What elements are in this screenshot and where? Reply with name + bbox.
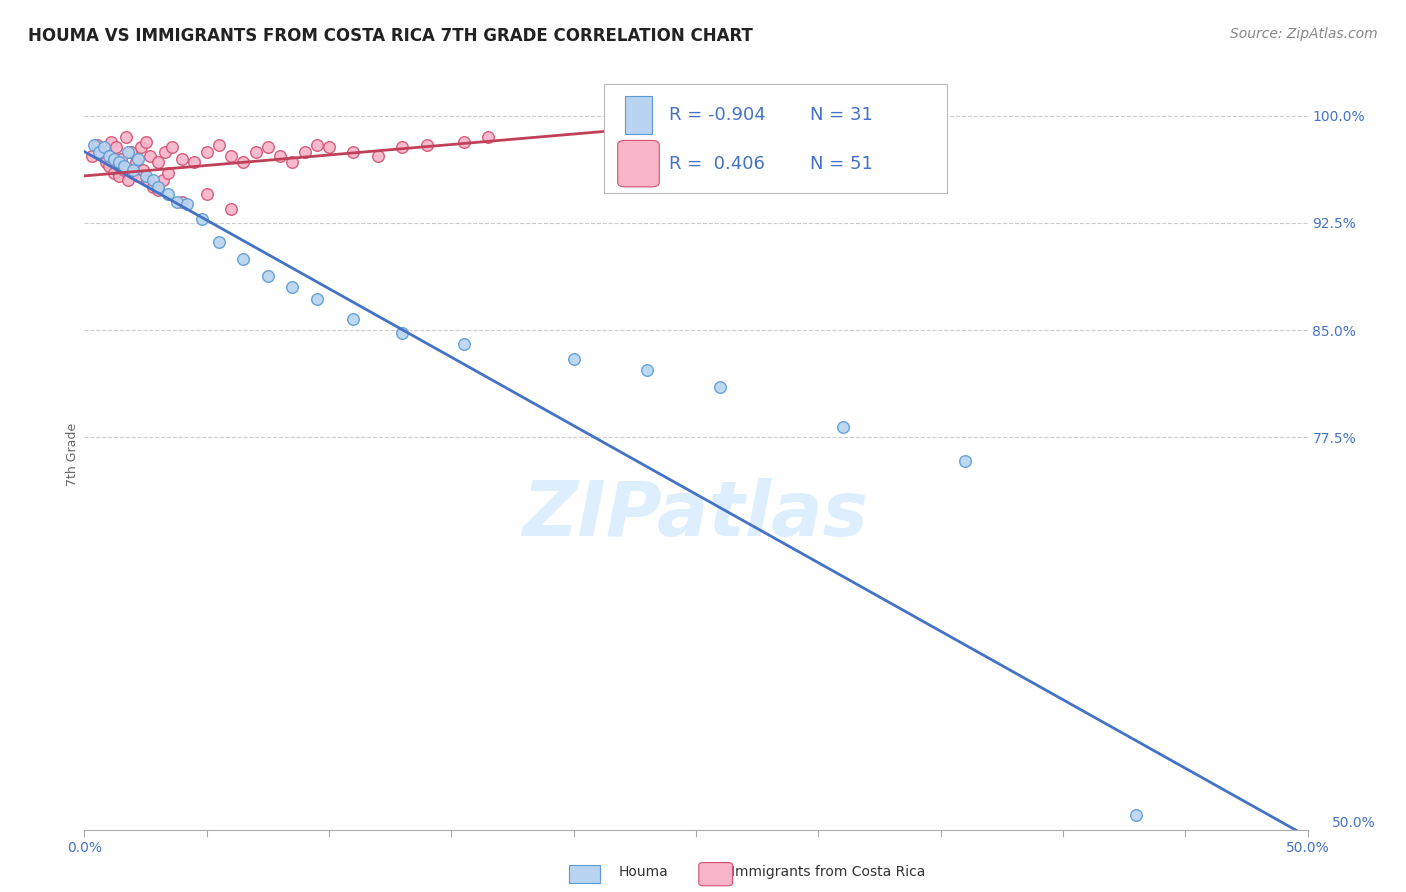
Point xyxy=(122,166,145,180)
Point xyxy=(318,140,340,154)
Point xyxy=(93,140,115,154)
Point xyxy=(305,292,328,306)
Text: R = -0.904: R = -0.904 xyxy=(669,106,766,124)
Point xyxy=(136,173,159,187)
Point xyxy=(166,194,188,209)
Point xyxy=(97,159,120,173)
Point xyxy=(342,145,364,159)
Point xyxy=(152,173,174,187)
Text: Immigrants from Costa Rica: Immigrants from Costa Rica xyxy=(731,865,925,880)
Point xyxy=(281,280,304,294)
FancyBboxPatch shape xyxy=(626,96,652,134)
Point xyxy=(172,194,194,209)
Point xyxy=(195,187,218,202)
Point xyxy=(953,454,976,468)
Point xyxy=(232,252,254,266)
Point xyxy=(127,169,149,183)
Point xyxy=(183,154,205,169)
Point xyxy=(135,169,157,183)
Point xyxy=(142,173,165,187)
Point xyxy=(281,154,304,169)
Text: ZIPatlas: ZIPatlas xyxy=(523,478,869,552)
Point xyxy=(142,180,165,194)
Point xyxy=(146,180,169,194)
Point xyxy=(294,145,316,159)
Point xyxy=(146,154,169,169)
Point xyxy=(96,154,118,169)
Point xyxy=(103,166,125,180)
Point xyxy=(257,140,280,154)
Point xyxy=(219,202,242,216)
Point xyxy=(105,140,128,154)
Point xyxy=(122,163,145,178)
Point xyxy=(208,137,231,152)
Point xyxy=(97,149,120,163)
Point xyxy=(172,152,194,166)
Point xyxy=(208,235,231,249)
Point xyxy=(232,154,254,169)
Point xyxy=(191,211,214,226)
Point xyxy=(257,268,280,283)
Point xyxy=(112,159,135,173)
Text: HOUMA VS IMMIGRANTS FROM COSTA RICA 7TH GRADE CORRELATION CHART: HOUMA VS IMMIGRANTS FROM COSTA RICA 7TH … xyxy=(28,27,754,45)
Text: N = 31: N = 31 xyxy=(810,106,873,124)
Point xyxy=(453,135,475,149)
Point xyxy=(831,420,853,434)
Point xyxy=(107,169,129,183)
Point xyxy=(562,351,585,366)
Text: Houma: Houma xyxy=(619,865,668,880)
Point xyxy=(305,137,328,152)
Point xyxy=(132,163,155,178)
Point xyxy=(453,337,475,351)
Point xyxy=(86,137,108,152)
Point xyxy=(112,163,135,178)
Point xyxy=(162,140,184,154)
Point xyxy=(87,145,110,159)
Point xyxy=(120,145,142,159)
Point xyxy=(153,145,176,159)
Point xyxy=(139,149,162,163)
Point xyxy=(367,149,389,163)
Text: 50.0%: 50.0% xyxy=(1331,815,1376,830)
Text: Source: ZipAtlas.com: Source: ZipAtlas.com xyxy=(1230,27,1378,41)
Point xyxy=(146,183,169,197)
Text: R =  0.406: R = 0.406 xyxy=(669,154,765,173)
Text: N = 51: N = 51 xyxy=(810,154,873,173)
FancyBboxPatch shape xyxy=(605,84,946,193)
FancyBboxPatch shape xyxy=(617,140,659,186)
Point xyxy=(477,130,499,145)
Point xyxy=(219,149,242,163)
Point xyxy=(195,145,218,159)
Point xyxy=(127,152,149,166)
Point xyxy=(342,311,364,326)
Point xyxy=(100,135,122,149)
Point xyxy=(110,152,132,166)
Point xyxy=(117,173,139,187)
Point xyxy=(156,166,179,180)
Point xyxy=(391,140,413,154)
Point xyxy=(135,135,157,149)
Point xyxy=(80,149,103,163)
Point xyxy=(1125,808,1147,822)
Point xyxy=(269,149,291,163)
Point xyxy=(156,187,179,202)
Y-axis label: 7th Grade: 7th Grade xyxy=(66,424,79,486)
Point xyxy=(83,137,105,152)
Point xyxy=(115,130,138,145)
Point xyxy=(107,154,129,169)
Point xyxy=(709,380,731,394)
Point xyxy=(90,145,112,159)
Point xyxy=(129,140,152,154)
Point xyxy=(125,154,148,169)
Point xyxy=(117,145,139,159)
Point xyxy=(103,152,125,166)
Point xyxy=(636,363,658,377)
Point xyxy=(416,137,439,152)
Point xyxy=(391,326,413,340)
Point xyxy=(245,145,267,159)
Point xyxy=(176,197,198,211)
